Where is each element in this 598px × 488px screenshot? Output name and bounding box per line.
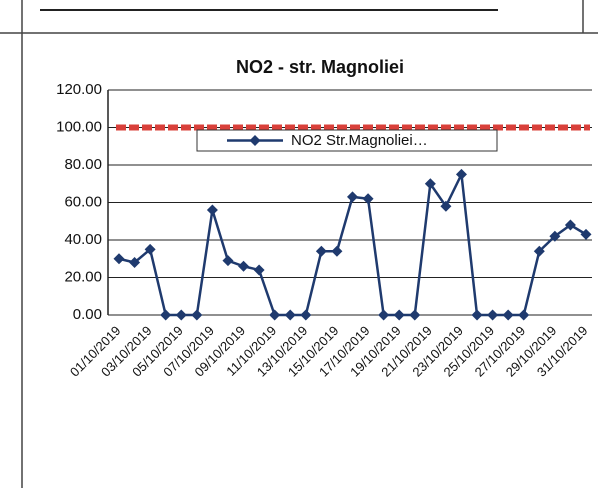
y-tick-label: 60.00 (64, 193, 102, 210)
data-point (238, 260, 250, 272)
data-point (175, 309, 187, 321)
y-tick-label: 40.00 (64, 231, 102, 248)
data-point (347, 191, 358, 203)
data-point (564, 219, 576, 231)
data-point (378, 309, 390, 321)
data-point (129, 257, 141, 268)
data-point (113, 253, 125, 265)
data-point (440, 200, 452, 212)
data-point (144, 243, 156, 255)
data-point (502, 309, 514, 321)
data-point (206, 204, 218, 216)
chart-title: NO2 - str. Magnoliei (236, 57, 404, 77)
y-tick-label: 20.00 (64, 268, 102, 285)
legend-marker (249, 135, 261, 146)
data-point (424, 178, 436, 190)
data-point (393, 309, 405, 321)
data-point (362, 193, 374, 205)
data-point (269, 309, 281, 321)
y-tick-label: 80.00 (64, 156, 102, 173)
data-point (580, 228, 592, 240)
data-point (549, 230, 561, 242)
y-tick-label: 0.00 (73, 306, 102, 323)
data-point (487, 309, 499, 321)
data-point (300, 309, 312, 321)
data-point (284, 309, 296, 321)
data-point (518, 309, 530, 321)
data-point (160, 309, 172, 321)
data-point (315, 245, 327, 257)
data-point (222, 255, 234, 267)
y-tick-label: 100.00 (56, 118, 102, 135)
legend-box (196, 129, 498, 152)
data-point (191, 309, 203, 321)
data-point (409, 309, 421, 321)
y-tick-label: 120.00 (56, 81, 102, 98)
data-point (471, 309, 483, 321)
data-point (455, 168, 467, 180)
data-point (253, 264, 265, 276)
data-point (331, 245, 343, 257)
data-point (533, 245, 545, 257)
legend-label: NO2 Str.Magnoliei… (291, 132, 428, 149)
